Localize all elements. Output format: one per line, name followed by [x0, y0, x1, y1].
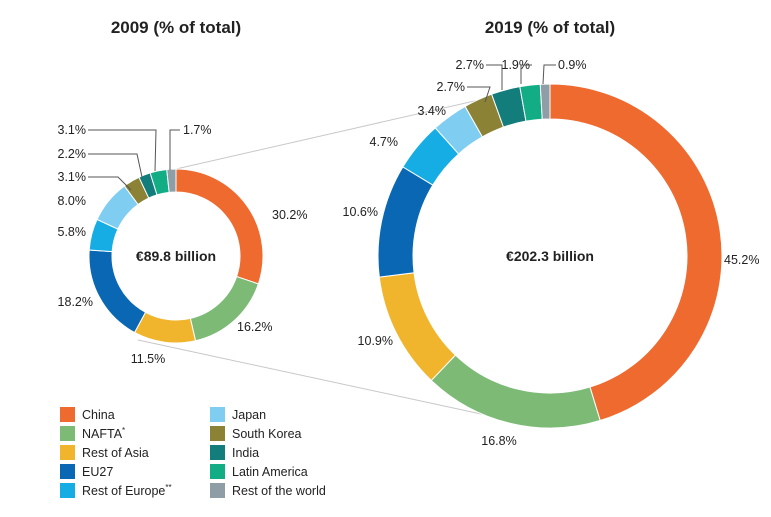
legend-swatch-south-korea [210, 426, 225, 441]
legend-label-china: China [82, 408, 115, 422]
slice-2009-rest-of-asia [133, 311, 197, 344]
data-label-2019-rest-of-asia: 10.9% [358, 334, 393, 348]
data-label-2019-eu27: 10.6% [343, 205, 378, 219]
legend-label-japan: Japan [232, 408, 266, 422]
legend-label-rest-of-the-world: Rest of the world [232, 484, 326, 498]
legend-label-latin-america: Latin America [232, 465, 308, 479]
data-label-2009-rest-of-asia: 11.5% [131, 352, 166, 366]
data-label-2009-rest-of-the-world: 1.7% [183, 123, 212, 137]
leader-line-2009-india [88, 153, 143, 178]
legend-swatch-rest-of-europe [60, 483, 75, 498]
legend-swatch-latin-america [210, 464, 225, 479]
donut-2009: 2009 (% of total) €89.8 billion 30.2% 16.2%… [58, 18, 308, 366]
data-label-2009-india: 2.2% [58, 147, 87, 161]
data-label-2019-nafta: 16.8% [481, 434, 516, 448]
legend-label-rest-of-europe: Rest of Europe** [82, 483, 172, 498]
legend-label-rest-of-asia: Rest of Asia [82, 446, 149, 460]
legend-label-india: India [232, 446, 259, 460]
legend-label-eu27: EU27 [82, 465, 113, 479]
data-label-2019-south-korea: 2.7% [437, 80, 466, 94]
data-label-2019-india: 2.7% [456, 58, 485, 72]
leader-line-2019-rest-of-the-world [542, 64, 556, 85]
data-label-2009-eu27: 18.2% [58, 295, 93, 309]
leader-line-2019-south-korea [467, 86, 491, 103]
leader-line-2009-latin-america [88, 129, 157, 172]
leader-line-2009-rest-of-the-world [169, 129, 180, 170]
data-label-2019-rest-of-the-world: 0.9% [558, 58, 587, 72]
data-label-2019-japan: 3.4% [418, 104, 447, 118]
data-label-2009-china: 30.2% [272, 208, 307, 222]
legend: China NAFTA* Rest of Asia EU27 Rest of Europ… [60, 407, 326, 498]
legend-label-nafta: NAFTA* [82, 426, 125, 441]
legend-swatch-rest-of-the-world [210, 483, 225, 498]
legend-swatch-india [210, 445, 225, 460]
slice-2019-eu27 [377, 166, 434, 278]
data-label-2009-nafta: 16.2% [237, 320, 272, 334]
slice-2019-rest-of-the-world [539, 83, 551, 120]
leader-line-2009-south-korea [88, 176, 132, 191]
chart-title-2019: 2019 (% of total) [485, 18, 615, 37]
leader-line-2019-latin-america [520, 64, 532, 84]
legend-swatch-japan [210, 407, 225, 422]
center-total-2019: €202.3 billion [506, 248, 594, 264]
data-label-2009-japan: 8.0% [58, 194, 87, 208]
data-label-2009-rest-of-europe: 5.8% [58, 225, 87, 239]
chart-title-2009: 2009 (% of total) [111, 18, 241, 37]
slice-2019-rest-of-asia [378, 272, 457, 382]
data-label-2009-latin-america: 3.1% [58, 123, 87, 137]
leader-line-2019-india [486, 64, 503, 90]
data-label-2019-rest-of-europe: 4.7% [370, 135, 399, 149]
data-label-2009-south-korea: 3.1% [58, 170, 87, 184]
legend-swatch-eu27 [60, 464, 75, 479]
legend-swatch-nafta [60, 426, 75, 441]
slice-2019-nafta [430, 354, 601, 429]
donut-2019: 2019 (% of total) €202.3 billion 45.2% 16.8… [343, 18, 760, 448]
legend-label-south-korea: South Korea [232, 427, 302, 441]
data-label-2019-china: 45.2% [724, 253, 759, 267]
zoom-line-bottom [137, 339, 496, 418]
data-label-2019-latin-america: 1.9% [502, 58, 531, 72]
slice-2019-china [549, 83, 723, 422]
center-total-2009: €89.8 billion [136, 248, 216, 264]
legend-swatch-china [60, 407, 75, 422]
slice-2009-china [175, 168, 264, 285]
legend-swatch-rest-of-asia [60, 445, 75, 460]
